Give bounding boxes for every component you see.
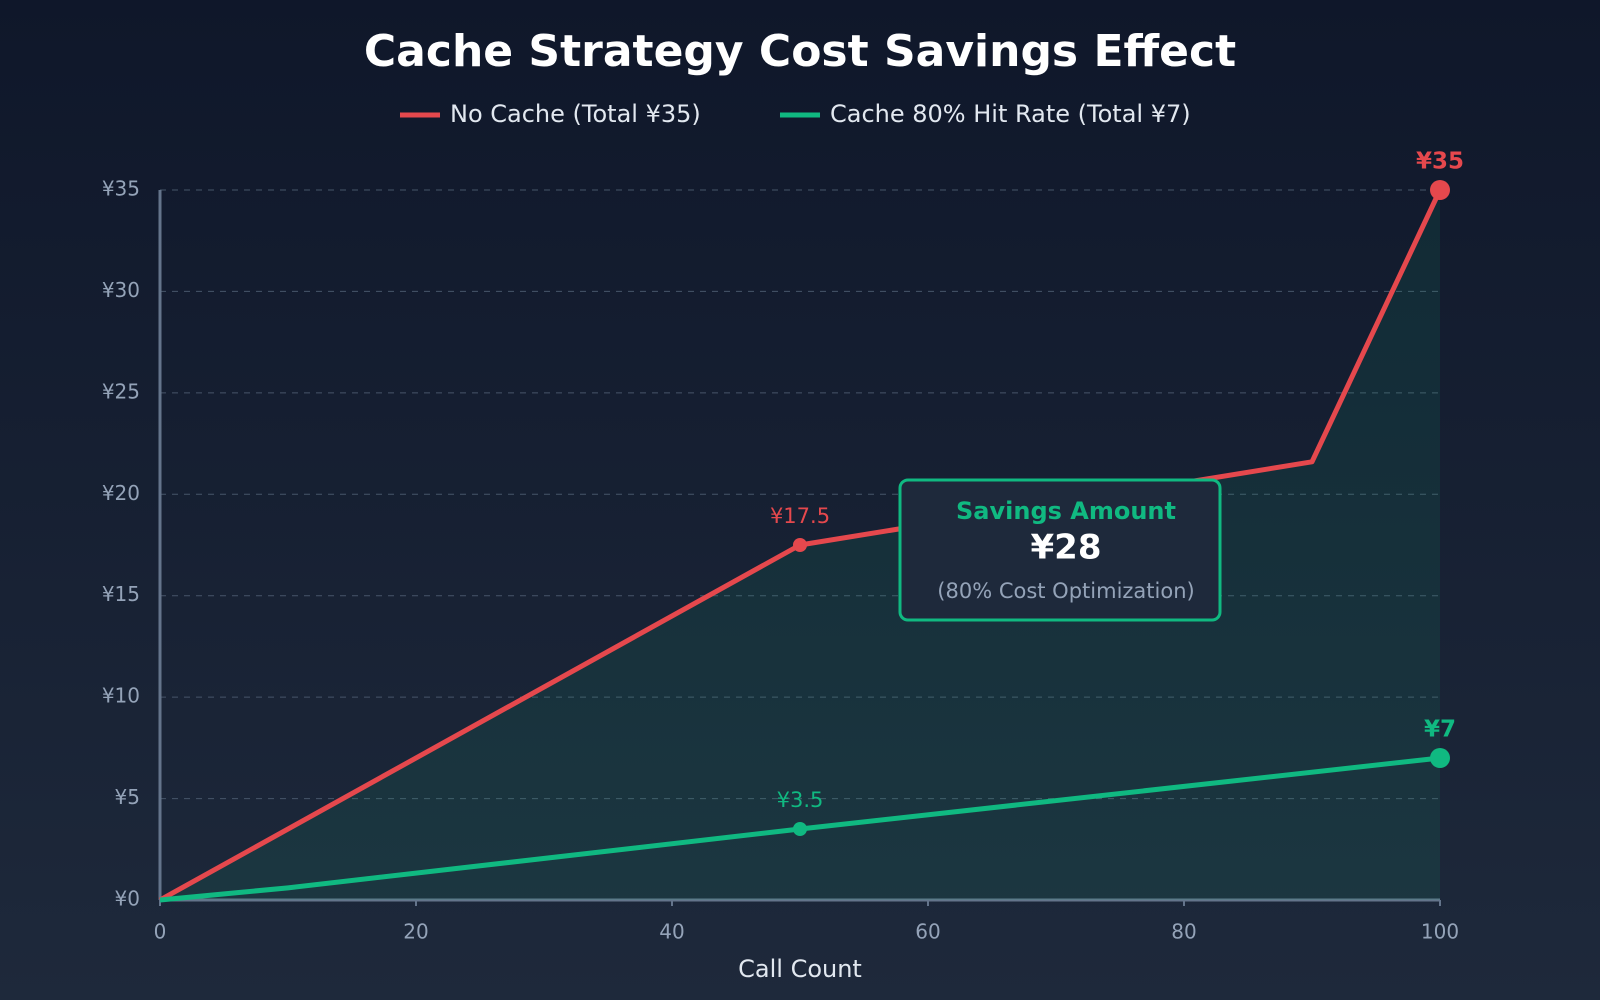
y-tick-label: ¥5	[115, 785, 140, 809]
annotation-box	[898, 478, 1222, 622]
y-tick-label: ¥0	[115, 887, 140, 911]
y-tick-label: ¥25	[102, 379, 140, 403]
data-label: ¥7	[1424, 717, 1456, 743]
y-tick-label: ¥30	[102, 278, 140, 302]
x-tick-label: 20	[403, 920, 428, 944]
series-line	[159, 755, 1441, 903]
x-tick-label: 40	[659, 920, 684, 944]
data-label: ¥35	[1416, 149, 1464, 175]
annotation: Savings Amount ¥28 (80% Cost Optimizatio…	[898, 478, 1222, 622]
annotation-title: Savings Amount	[956, 497, 1176, 525]
x-tick-label: 0	[154, 920, 167, 944]
data-point	[793, 822, 807, 836]
data-point	[793, 538, 807, 552]
data-label: ¥3.5	[777, 788, 824, 812]
x-tick-label: 80	[1171, 920, 1196, 944]
data-label: ¥17.5	[770, 504, 830, 528]
annotation-note: (80% Cost Optimization)	[937, 579, 1194, 603]
data-point	[1430, 748, 1450, 768]
data-point	[1430, 180, 1450, 200]
legend-label: Cache 80% Hit Rate (Total ¥7)	[830, 100, 1191, 128]
chart-title: Cache Strategy Cost Savings Effect	[364, 26, 1236, 77]
x-tick-label: 100	[1421, 920, 1459, 944]
x-tick-label: 60	[915, 920, 940, 944]
x-axis-label: Call Count	[738, 955, 862, 983]
legend-label: No Cache (Total ¥35)	[450, 100, 701, 128]
y-tick-label: ¥20	[102, 481, 140, 505]
y-tick-label: ¥10	[102, 684, 140, 708]
annotation-value: ¥28	[1031, 528, 1102, 568]
y-tick-label: ¥15	[102, 582, 140, 606]
y-tick-label: ¥35	[102, 177, 140, 201]
